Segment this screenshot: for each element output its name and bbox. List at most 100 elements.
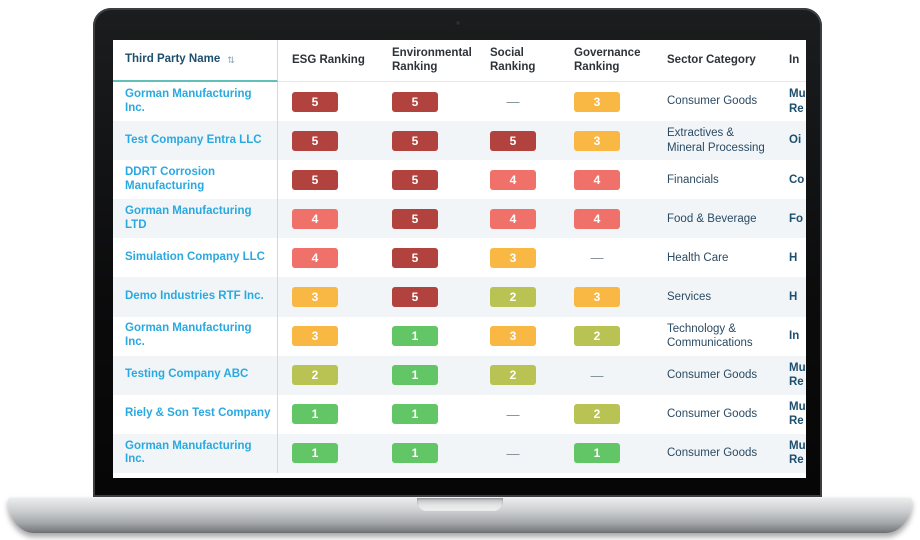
third-party-name-link[interactable]: Riely & Son Test Company — [113, 394, 278, 434]
third-party-table: Third Party Name ⇅ ESG Ranking Environmenta… — [113, 40, 806, 473]
esg-ranking-cell: 5 — [278, 82, 378, 121]
esg-rating-badge: 5 — [292, 130, 338, 151]
third-party-name-link[interactable]: Gorman Manufacturing Inc. — [113, 316, 278, 356]
governance-ranking-cell: 3 — [560, 277, 653, 316]
table-row: Gorman Manufacturing LTD 4 5 4 4 Food & Bever… — [113, 199, 806, 239]
environmental-ranking-cell: 1 — [378, 395, 476, 434]
sector-category-cell: Extractives & Mineral Processing — [667, 127, 765, 154]
third-party-name-link[interactable]: Gorman Manufacturing Inc. — [113, 82, 278, 122]
esg-rating-badge: 3 — [292, 326, 338, 347]
industry-line: Re — [789, 376, 804, 389]
esg-ranking-cell: 2 — [278, 356, 378, 395]
column-header-esg[interactable]: ESG Ranking — [278, 40, 378, 82]
industry-line: Mu — [789, 361, 806, 374]
industry-cell: Fo — [771, 199, 806, 238]
third-party-name-link[interactable]: DDRT Corrosion Manufacturing — [113, 160, 278, 200]
environmental-rating-badge: 5 — [392, 247, 438, 268]
industry-line: H — [789, 290, 798, 303]
sector-category-cell: Consumer Goods — [667, 447, 758, 460]
industry-cell: Mu Re — [771, 356, 806, 395]
table-row: Testing Company ABC 2 1 2 — Consumer Goods Mu R… — [113, 355, 806, 395]
esg-ranking-cell: 5 — [278, 160, 378, 199]
social-ranking-cell: 2 — [476, 277, 560, 316]
no-rating-dash: — — [590, 367, 604, 383]
environmental-rating-badge: 1 — [392, 326, 438, 347]
sector-category-cell: Consumer Goods — [667, 95, 758, 108]
industry-line: Re — [789, 102, 804, 115]
third-party-name-link[interactable]: Test Company Entra LLC — [113, 121, 278, 161]
industry-line: Re — [789, 415, 804, 428]
third-party-name-link[interactable]: Simulation Company LLC — [113, 238, 278, 278]
esg-rating-badge: 5 — [292, 91, 338, 112]
esg-ranking-cell: 5 — [278, 121, 378, 160]
table-row: DDRT Corrosion Manufacturing 5 5 4 4 Financia… — [113, 160, 806, 200]
governance-rating-badge: 3 — [574, 130, 620, 151]
environmental-ranking-cell: 5 — [378, 277, 476, 316]
industry-line: Fo — [789, 212, 804, 225]
governance-ranking-cell: 1 — [560, 434, 653, 473]
social-ranking-cell: — — [476, 82, 560, 121]
sector-category-cell: Services — [667, 290, 712, 303]
industry-cell: H — [771, 238, 806, 277]
environmental-rating-badge: 1 — [392, 404, 438, 425]
column-header-label: Social Ranking — [490, 47, 536, 73]
esg-rating-badge: 1 — [292, 404, 338, 425]
social-ranking-cell: 2 — [476, 356, 560, 395]
industry-line: In — [789, 329, 800, 342]
laptop-base-notch — [417, 498, 503, 511]
social-rating-badge: 4 — [490, 208, 536, 229]
table-row: Gorman Manufacturing Inc. 1 1 — 1 Consumer Go… — [113, 433, 806, 473]
governance-rating-badge: 4 — [574, 208, 620, 229]
column-header-sector[interactable]: Sector Category — [653, 40, 771, 82]
governance-rating-badge: 2 — [574, 404, 620, 425]
governance-ranking-cell: 3 — [560, 82, 653, 121]
column-header-governance[interactable]: Governance Ranking — [560, 40, 653, 82]
third-party-name-link[interactable]: Gorman Manufacturing LTD — [113, 199, 278, 239]
sector-category-cell: Health Care — [667, 251, 729, 264]
webcam-icon — [454, 20, 461, 26]
column-header-name[interactable]: Third Party Name ⇅ — [113, 40, 278, 82]
industry-line: Mu — [789, 440, 806, 453]
environmental-ranking-cell: 5 — [378, 160, 476, 199]
governance-ranking-cell: — — [560, 356, 653, 395]
no-rating-dash: — — [506, 445, 520, 461]
environmental-rating-badge: 1 — [392, 365, 438, 386]
social-rating-badge: 5 — [490, 130, 536, 151]
social-ranking-cell: — — [476, 434, 560, 473]
laptop-screen-bezel: Third Party Name ⇅ ESG Ranking Environmenta… — [93, 8, 822, 497]
governance-ranking-cell: 2 — [560, 317, 653, 356]
column-header-industry[interactable]: In — [771, 40, 806, 82]
governance-ranking-cell: 4 — [560, 199, 653, 238]
esg-rating-badge: 3 — [292, 287, 338, 308]
social-ranking-cell: 5 — [476, 121, 560, 160]
esg-rating-badge: 1 — [292, 443, 338, 464]
esg-ranking-cell: 4 — [278, 199, 378, 238]
esg-rating-badge: 2 — [292, 365, 338, 386]
column-header-environmental[interactable]: Environmental Ranking — [378, 40, 476, 82]
environmental-ranking-cell: 5 — [378, 238, 476, 277]
esg-ranking-cell: 1 — [278, 395, 378, 434]
social-ranking-cell: 3 — [476, 238, 560, 277]
column-header-social[interactable]: Social Ranking — [476, 40, 560, 82]
column-header-label: Environmental Ranking — [392, 47, 472, 73]
table-row: Test Company Entra LLC 5 5 5 3 Extractives & … — [113, 121, 806, 161]
sort-icon[interactable]: ⇅ — [227, 54, 235, 65]
governance-ranking-cell: 4 — [560, 160, 653, 199]
industry-line: Mu — [789, 88, 806, 101]
environmental-rating-badge: 5 — [392, 130, 438, 151]
column-header-label: ESG Ranking — [292, 53, 365, 66]
social-ranking-cell: — — [476, 395, 560, 434]
table-row: Demo Industries RTF Inc. 3 5 2 3 Services H — [113, 277, 806, 317]
column-header-label: In — [789, 53, 800, 66]
sector-category-cell: Financials — [667, 173, 719, 186]
sector-category-cell: Food & Beverage — [667, 212, 757, 225]
third-party-name-link[interactable]: Gorman Manufacturing Inc. — [113, 433, 278, 473]
industry-cell: Mu Re — [771, 395, 806, 434]
third-party-name-link[interactable]: Demo Industries RTF Inc. — [113, 277, 278, 317]
social-ranking-cell: 4 — [476, 199, 560, 238]
environmental-ranking-cell: 5 — [378, 199, 476, 238]
third-party-name-link[interactable]: Testing Company ABC — [113, 355, 278, 395]
esg-ranking-cell: 1 — [278, 434, 378, 473]
industry-cell: Mu Re — [771, 434, 806, 473]
